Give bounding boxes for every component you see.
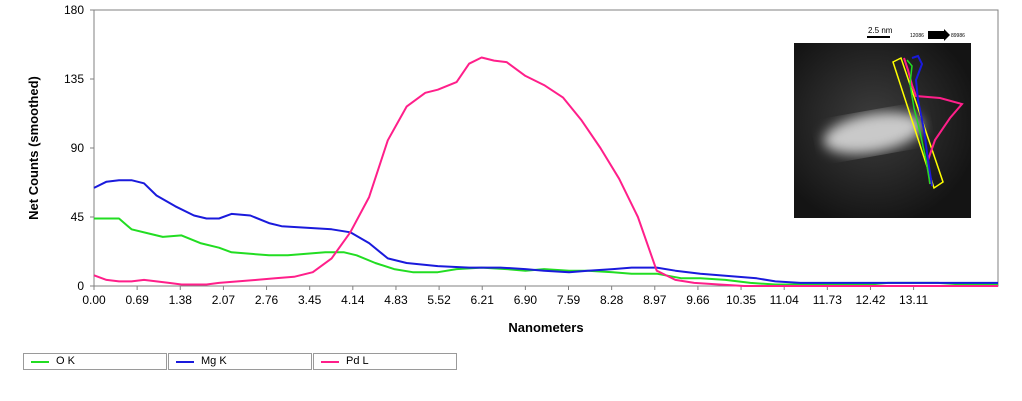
- arrow-head-icon: [944, 29, 950, 41]
- x-tick-label: 11.73: [813, 293, 842, 307]
- y-axis-title: Net Counts (smoothed): [26, 76, 41, 220]
- x-tick-label: 1.38: [169, 293, 193, 307]
- x-tick-label: 3.45: [298, 293, 322, 307]
- x-axis-title: Nanometers: [508, 320, 583, 335]
- series-line-pd-l: [93, 56, 998, 287]
- y-tick-labels: 0 45 90 135 180: [64, 3, 94, 293]
- x-tick-label: 7.59: [557, 293, 581, 307]
- x-tick-label: 4.14: [341, 293, 365, 307]
- x-tick-labels: 0.00 0.69 1.38 2.07 2.76 3.45 4.14 4.83 5.52 6.21…: [82, 286, 928, 307]
- x-tick-label: 11.04: [770, 293, 799, 307]
- y-tick-label: 180: [64, 3, 84, 17]
- x-tick-label: 10.35: [726, 293, 756, 307]
- legend-label-pd-l: Pd L: [346, 355, 369, 367]
- tiny-label-right: 89986: [951, 33, 965, 39]
- x-tick-label: 0.00: [82, 293, 106, 307]
- x-tick-label: 6.90: [514, 293, 538, 307]
- series-layer: [93, 56, 998, 287]
- x-tick-label: 13.11: [899, 293, 928, 307]
- x-tick-label: 6.21: [471, 293, 495, 307]
- y-tick-label: 90: [71, 141, 85, 155]
- legend-item-mg-k: Mg K: [168, 353, 312, 370]
- x-tick-label: 12.42: [855, 293, 885, 307]
- scale-bar-label: 2.5 nm: [868, 26, 893, 35]
- inset-o-profile: [906, 59, 931, 185]
- inset-image: 2.5 nm 12086 89986: [794, 26, 971, 218]
- legend-item-pd-l: Pd L: [313, 353, 457, 370]
- arrow-icon: [928, 31, 944, 39]
- series-line-mg-k: [93, 179, 998, 284]
- legend-label-o-k: O K: [56, 355, 75, 367]
- x-tick-label: 0.69: [125, 293, 149, 307]
- inset-mg-profile: [911, 54, 933, 187]
- legend-label-mg-k: Mg K: [201, 355, 227, 367]
- y-tick-label: 45: [71, 210, 85, 224]
- y-tick-label: 0: [77, 279, 84, 293]
- legend-swatch-pd-l: [321, 361, 339, 363]
- x-tick-label: 4.83: [384, 293, 408, 307]
- legend-swatch-mg-k: [176, 361, 194, 363]
- x-tick-label: 5.52: [427, 293, 451, 307]
- legend-swatch-o-k: [31, 361, 49, 363]
- y-tick-label: 135: [64, 72, 84, 86]
- x-tick-label: 2.76: [255, 293, 279, 307]
- x-tick-label: 8.28: [600, 293, 624, 307]
- tiny-label-left: 12086: [910, 33, 924, 39]
- legend-item-o-k: O K: [23, 353, 167, 370]
- x-tick-label: 2.07: [212, 293, 236, 307]
- bright-particle: [823, 112, 923, 154]
- x-tick-label: 9.66: [686, 293, 710, 307]
- scan-region-outline: [892, 56, 944, 190]
- x-tick-label: 8.97: [643, 293, 667, 307]
